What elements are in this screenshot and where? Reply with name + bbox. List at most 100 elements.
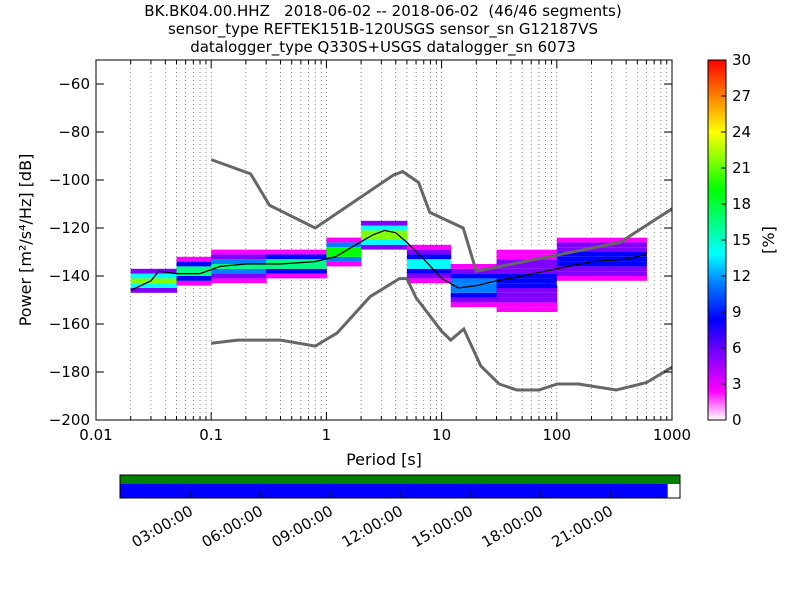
density-cell (424, 244, 434, 250)
density-cell (406, 254, 417, 260)
density-cell (450, 268, 461, 274)
density-cell (469, 297, 479, 303)
density-cell (202, 276, 212, 281)
density-cell (506, 244, 518, 250)
density-cell (286, 259, 297, 264)
density-cell (506, 259, 518, 264)
density-cell (361, 225, 371, 231)
density-cell (441, 268, 452, 274)
density-cell (536, 249, 548, 255)
density-cell (276, 273, 287, 279)
density-cell (450, 297, 461, 303)
density-cell (566, 280, 578, 286)
density-cell (626, 237, 637, 243)
density-cell (388, 235, 399, 240)
density-cell (516, 268, 528, 274)
density-cell (478, 297, 488, 303)
density-cell (606, 271, 618, 276)
density-cell (596, 261, 608, 267)
density-cell (343, 261, 353, 267)
density-cell (469, 268, 479, 274)
density-cell (526, 312, 538, 317)
density-cell (247, 273, 258, 279)
density-cell (286, 264, 297, 269)
density-cell (506, 249, 518, 255)
density-cell (211, 254, 221, 260)
density-cell (596, 252, 608, 257)
density-cell (506, 268, 518, 274)
density-cell (450, 278, 461, 284)
density-cell (211, 264, 221, 269)
density-cell (506, 278, 518, 284)
x-tick-label: 1000 (653, 426, 691, 444)
density-cell (406, 273, 417, 279)
density-cell (450, 288, 461, 293)
density-cell (379, 225, 390, 231)
density-cell (469, 292, 479, 298)
density-cell (478, 278, 488, 284)
density-cell (516, 288, 528, 293)
density-cell (606, 266, 618, 272)
density-cell (516, 283, 528, 288)
density-cell (636, 276, 647, 281)
density-cell (306, 268, 317, 274)
density-cell (257, 259, 267, 264)
colorbar-ticks: 0 3 6 9 12 15 18 21 24 27 30 (721, 51, 751, 429)
density-cell (149, 268, 159, 274)
mode-curve (130, 229, 647, 291)
density-cell (516, 312, 528, 317)
density-cell (158, 273, 168, 279)
density-cell (516, 278, 528, 284)
density-cell (586, 280, 598, 286)
density-cell (459, 307, 470, 312)
density-cell (586, 276, 598, 281)
density-cell (496, 283, 508, 288)
density-cell (546, 312, 558, 317)
density-cell (424, 254, 434, 260)
density-cell (516, 307, 528, 312)
density-cell (361, 235, 371, 240)
density-cell (596, 271, 608, 276)
density-cell (238, 278, 249, 284)
density-cell (306, 264, 317, 269)
density-cell (167, 268, 178, 274)
density-cell (526, 259, 538, 264)
density-cell (229, 278, 240, 284)
density-cells (130, 220, 647, 317)
density-cell (536, 288, 548, 293)
density-cell (487, 302, 498, 308)
density-cell (536, 283, 548, 288)
density-cell (487, 273, 498, 279)
density-cell (487, 264, 498, 269)
density-cell (586, 271, 598, 276)
density-cell (247, 268, 258, 274)
density-cell (266, 249, 277, 255)
density-cell (424, 249, 434, 255)
density-cell (469, 273, 479, 279)
density-cell (266, 254, 277, 260)
density-cell (238, 273, 249, 279)
density-cell (286, 268, 297, 274)
density-cell (343, 256, 353, 262)
density-cell (616, 280, 628, 286)
density-cell (487, 268, 498, 274)
density-cell (406, 264, 417, 269)
density-cell (526, 244, 538, 250)
density-cell (506, 297, 518, 303)
density-cell (626, 242, 637, 248)
density-cell (441, 259, 452, 264)
density-cell (556, 242, 568, 248)
density-cell (296, 268, 307, 274)
y-axis-label: Power [m²/s⁴/Hz] [dB] (16, 154, 35, 327)
density-cell (296, 259, 307, 264)
density-cell (316, 249, 327, 255)
density-cell (326, 242, 336, 248)
density-cell (506, 312, 518, 317)
density-cell (616, 271, 628, 276)
y-tick-label: −100 (49, 171, 90, 189)
density-cell (202, 256, 212, 262)
density-cell (626, 247, 637, 252)
density-cell (397, 240, 408, 245)
density-cell (257, 249, 267, 255)
